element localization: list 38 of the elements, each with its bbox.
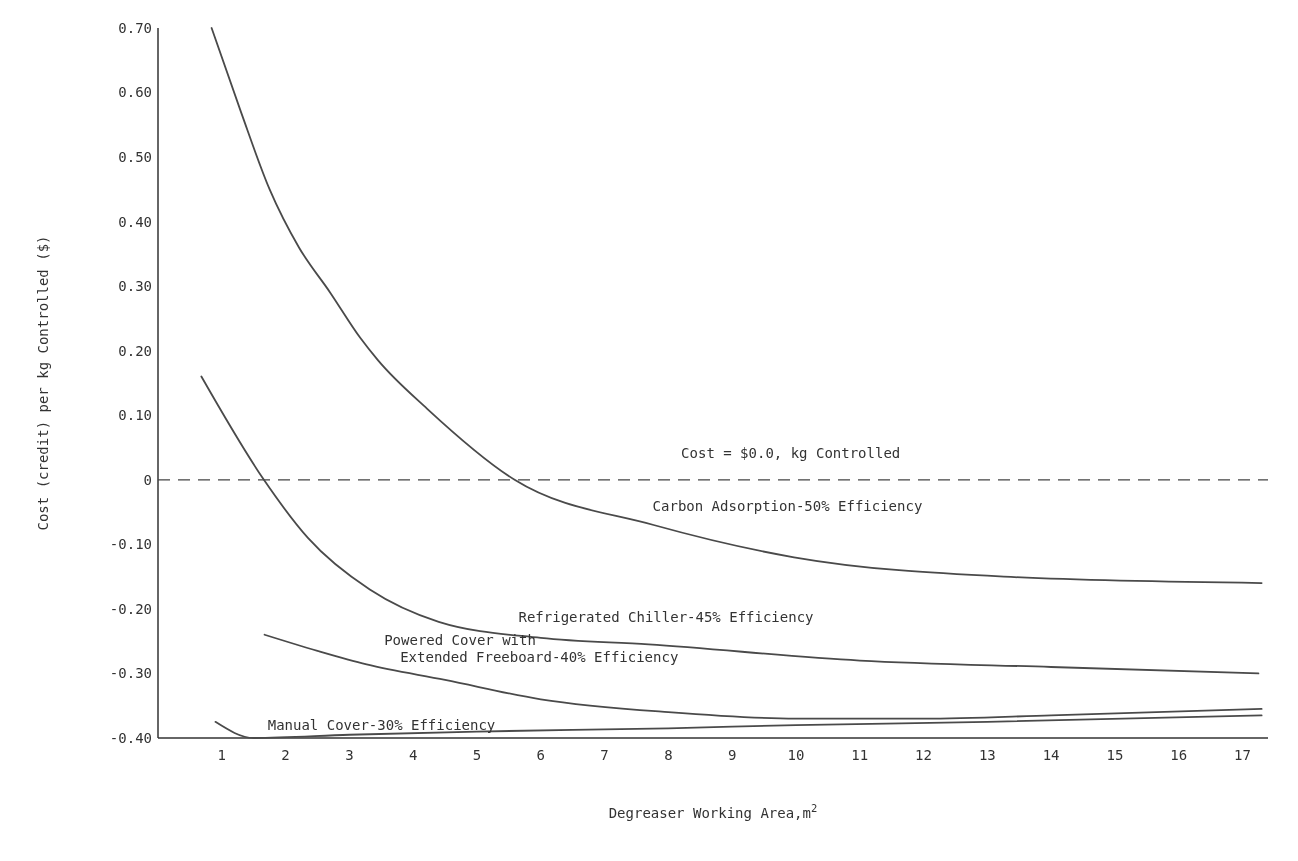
- x-tick-label: 8: [664, 747, 673, 763]
- line-series: [214, 714, 1263, 739]
- x-tick-label: 14: [1042, 747, 1060, 763]
- y-tick-label: -0.40: [109, 729, 152, 746]
- line-series: [263, 633, 1263, 720]
- x-tick-label: 2: [281, 747, 290, 763]
- y-tick-label: -0.20: [109, 600, 152, 617]
- x-tick-label: 3: [345, 747, 354, 763]
- ref-line-label: Cost = $0.0, kg Controlled: [681, 444, 901, 461]
- x-tick-label: 4: [408, 747, 418, 763]
- x-tick-label: 5: [472, 747, 482, 763]
- y-tick-label: 0.70: [118, 19, 152, 36]
- y-tick-label: -0.30: [109, 665, 152, 682]
- x-tick-label: 12: [915, 747, 932, 763]
- y-tick-label: 0: [143, 471, 152, 488]
- y-axis-title: Cost (credit) per kg Controlled ($): [35, 235, 51, 531]
- x-tick-label: 6: [536, 747, 545, 763]
- series-label: Carbon Adsorption-50% Efficiency: [652, 497, 923, 514]
- y-tick-label: 0.30: [118, 278, 152, 295]
- x-tick-label: 1: [217, 747, 227, 763]
- x-tick-label: 16: [1170, 747, 1188, 763]
- x-tick-label: 11: [851, 747, 869, 763]
- y-tick-label: 0.50: [118, 148, 152, 165]
- x-tick-label: 15: [1106, 747, 1124, 763]
- x-tick-label: 17: [1234, 747, 1251, 763]
- y-tick-label: 0.20: [118, 342, 152, 359]
- series-label: Powered Cover with Extended Freeboard-40% Efficiency: [384, 631, 679, 665]
- x-tick-label: 7: [600, 747, 609, 763]
- x-tick-label: 13: [978, 747, 996, 763]
- x-axis-title: Degreaser Working Area,m$^{2}$: [608, 802, 818, 821]
- x-tick-label: 10: [787, 747, 805, 763]
- series-label: Refrigerated Chiller-45% Efficiency: [518, 609, 814, 626]
- y-tick-label: 0.60: [118, 84, 152, 101]
- y-tick-label: 0.40: [118, 213, 152, 230]
- y-tick-label: -0.10: [109, 536, 152, 553]
- series-label: Manual Cover-30% Efficiency: [267, 716, 496, 733]
- y-tick-label: 0.10: [118, 407, 152, 424]
- x-tick-label: 9: [727, 747, 737, 763]
